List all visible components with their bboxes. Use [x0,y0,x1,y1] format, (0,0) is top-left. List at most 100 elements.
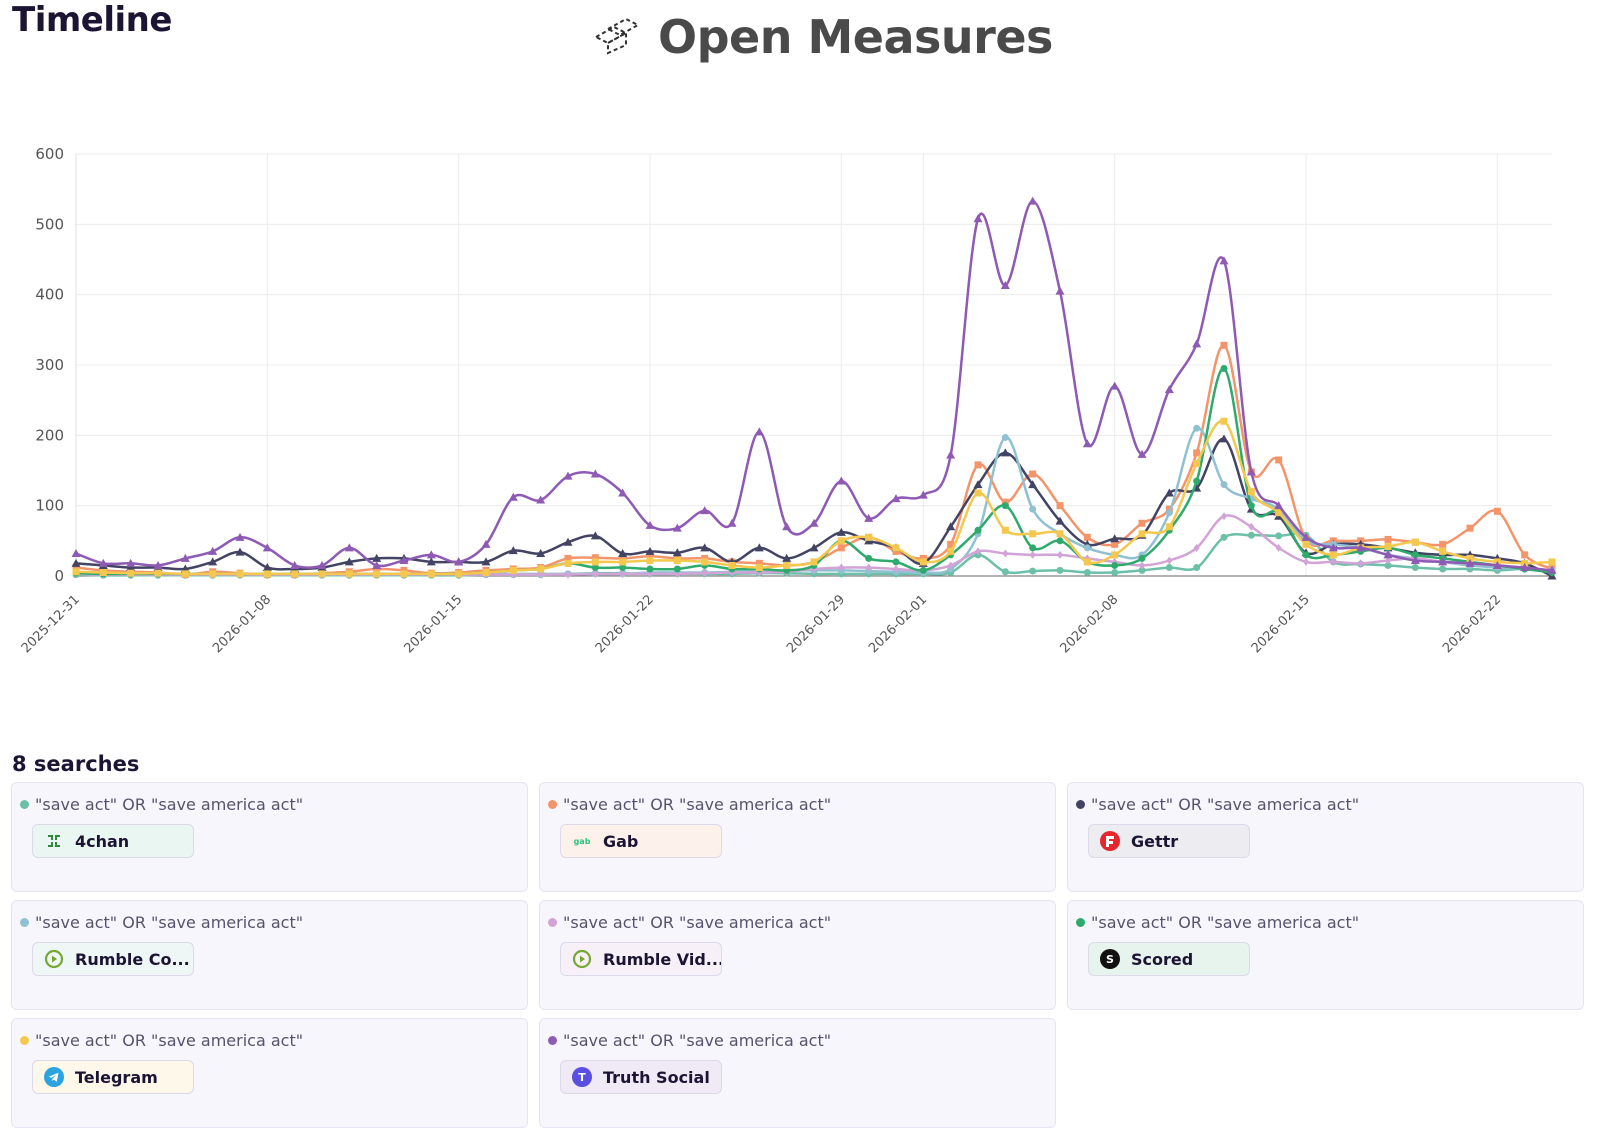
data-point [1356,543,1366,552]
data-point [1219,434,1229,443]
y-tick-label: 400 [35,286,64,304]
data-point [1029,505,1037,513]
data-point [1029,530,1037,538]
data-point [1439,565,1447,573]
data-point [836,527,846,536]
platform-tag[interactable]: S Scored [1088,942,1250,976]
x-tick-label: 2026-02-15 [1249,592,1313,656]
data-point [1383,550,1393,559]
x-tick-label: 2025-12-31 [19,592,83,656]
data-point [891,494,901,503]
series-color-dot [548,1036,557,1045]
series-color-dot [20,800,29,809]
search-card-gettr[interactable]: "save act" OR "save america act" Gettr [1067,782,1584,892]
data-point [974,461,982,469]
data-point [1029,550,1036,559]
data-point [974,489,982,497]
svg-text:gab: gab [574,837,591,846]
brand-header: Open Measures [592,10,1053,64]
search-card-truth-social[interactable]: "save act" OR "save america act" T Truth S… [539,1018,1056,1128]
data-point [399,556,409,565]
data-point [1166,556,1173,565]
data-point [590,531,600,540]
data-point [1083,558,1091,566]
data-point [1138,530,1146,538]
data-point [1248,522,1255,531]
data-point [1193,424,1201,432]
data-point [1192,339,1202,348]
truth-social-icon: T [571,1066,593,1088]
data-point [1219,256,1229,265]
search-card-telegram[interactable]: "save act" OR "save america act" Telegram [11,1018,528,1128]
search-query: "save act" OR "save america act" [20,795,519,814]
data-point [1220,341,1228,349]
data-point [208,546,218,555]
data-point [1438,557,1448,566]
data-point [1520,563,1530,572]
data-point [72,568,80,576]
data-point [154,569,162,577]
data-point [481,539,491,548]
data-point [865,563,872,572]
search-card-scored[interactable]: "save act" OR "save america act" S Scored [1067,900,1584,1010]
data-point [1165,509,1173,517]
data-point [345,570,353,578]
search-card-4chan[interactable]: "save act" OR "save america act" 4chan [11,782,528,892]
rumble-icon [571,948,593,970]
data-point [564,554,572,562]
series-color-dot [20,1036,29,1045]
open-measures-logo-icon [592,15,644,59]
platform-tag[interactable]: 4chan [32,824,194,858]
data-point [262,543,272,552]
data-point [1384,542,1392,550]
data-point [455,570,463,578]
data-point [1083,544,1091,552]
data-point [1193,564,1201,572]
data-point [427,570,435,578]
chart-axes: 0 100 200 300 400 500 600 2025-12-31 2026-01-08 2… [19,145,1552,656]
platform-tag[interactable]: Rumble Vid... [560,942,722,976]
data-point [919,554,927,562]
data-point [618,548,628,557]
data-point [754,427,764,436]
data-point [973,480,983,489]
platform-tag[interactable]: Rumble Co... [32,942,194,976]
data-point [1029,544,1037,552]
platform-tag[interactable]: Telegram [32,1060,194,1094]
data-point [1110,381,1120,390]
data-point [838,563,845,572]
data-point [1275,456,1283,464]
data-point [344,557,354,566]
data-point [619,564,627,572]
search-query-text: "save act" OR "save america act" [563,913,832,932]
data-point [536,495,546,504]
gab-icon: gab [571,830,593,852]
platform-tag[interactable]: Gettr [1088,824,1250,858]
data-point [1111,568,1119,576]
telegram-icon [43,1066,65,1088]
searches-title: 8 searches [12,752,140,776]
search-card-rumble-vid[interactable]: "save act" OR "save america act" Rumble V… [539,900,1056,1010]
search-card-rumble-co[interactable]: "save act" OR "save america act" Rumble C… [11,900,528,1010]
platform-tag[interactable]: gab Gab [560,824,722,858]
data-point [400,570,408,578]
search-query-text: "save act" OR "save america act" [563,795,832,814]
data-point [1548,558,1556,566]
data-point [892,547,900,555]
data-point [1439,547,1447,555]
data-point [509,566,517,574]
data-point [1138,519,1146,527]
data-point [291,570,299,578]
platform-tag[interactable]: T Truth Social [560,1060,722,1094]
data-point [1111,557,1118,566]
series-color-dot [20,918,29,927]
data-point [1029,470,1037,478]
scored-icon: S [1099,948,1121,970]
search-card-gab[interactable]: "save act" OR "save america act" gab Gab [539,782,1056,892]
data-point [1138,554,1146,562]
data-point [537,565,545,573]
data-point [919,558,927,566]
search-query-text: "save act" OR "save america act" [35,1031,304,1050]
data-point [126,563,136,572]
data-point [1246,467,1256,476]
